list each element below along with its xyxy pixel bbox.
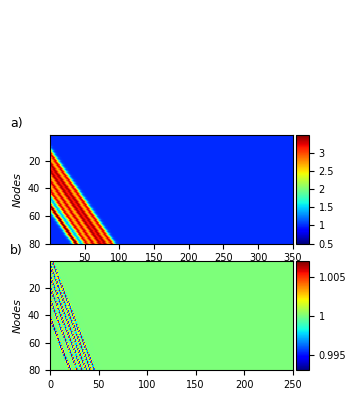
- Text: b): b): [10, 244, 23, 257]
- Y-axis label: Nodes: Nodes: [12, 298, 22, 333]
- X-axis label: Time: Time: [157, 269, 185, 279]
- Y-axis label: Nodes: Nodes: [12, 171, 22, 207]
- Text: a): a): [10, 117, 22, 130]
